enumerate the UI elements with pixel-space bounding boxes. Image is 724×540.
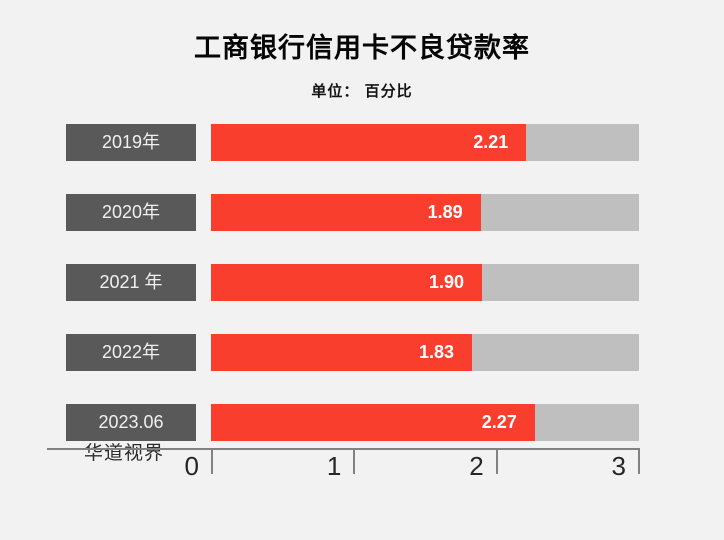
x-axis-tick-label: 0 [184,451,199,481]
bar-value-label: 2.21 [473,132,509,152]
bar-fill: 1.90 [211,264,483,301]
bar-value-label: 1.83 [419,342,455,362]
x-axis-tick [211,448,213,474]
x-axis-tick-label: 2 [469,451,484,481]
x-axis-tick-label: 1 [326,451,342,481]
bar-track: 2.27 [211,404,639,441]
bar-value-label: 1.89 [427,202,463,222]
bar-value-label: 1.90 [429,272,465,292]
x-axis-tick-label: 3 [611,451,626,481]
bar-row: 2023.06 2.27 [0,404,724,441]
category-label: 2022年 [66,334,196,371]
x-axis-tick [353,448,356,474]
x-axis-line [47,448,639,450]
category-label: 2020年 [66,194,196,231]
x-axis-tick [638,448,640,474]
bar-row: 2019年 2.21 [0,124,724,161]
bar-track: 2.21 [211,124,639,161]
bar-track: 1.83 [211,334,639,371]
chart-unit-label: 单位： 百分比 [311,83,413,100]
bar-track: 1.90 [211,264,639,301]
bar-fill: 1.89 [211,194,481,231]
watermark: 华道视界 [84,443,165,464]
bar-row: 2020年 1.89 [0,194,724,231]
category-label: 2019年 [66,124,196,161]
bar-track: 1.89 [211,194,639,231]
bar-value-label: 2.27 [481,412,517,432]
chart-title: 工商银行信用卡不良贷款率 [194,33,530,63]
bar-fill: 2.27 [211,404,535,441]
category-label: 2023.06 [66,404,196,441]
bar-row: 2021 年 1.90 [0,264,724,301]
bar-fill: 1.83 [211,334,473,371]
bar-row: 2022年 1.83 [0,334,724,371]
category-label: 2021 年 [66,264,196,301]
bar-fill: 2.21 [211,124,527,161]
x-axis-tick [495,448,498,474]
